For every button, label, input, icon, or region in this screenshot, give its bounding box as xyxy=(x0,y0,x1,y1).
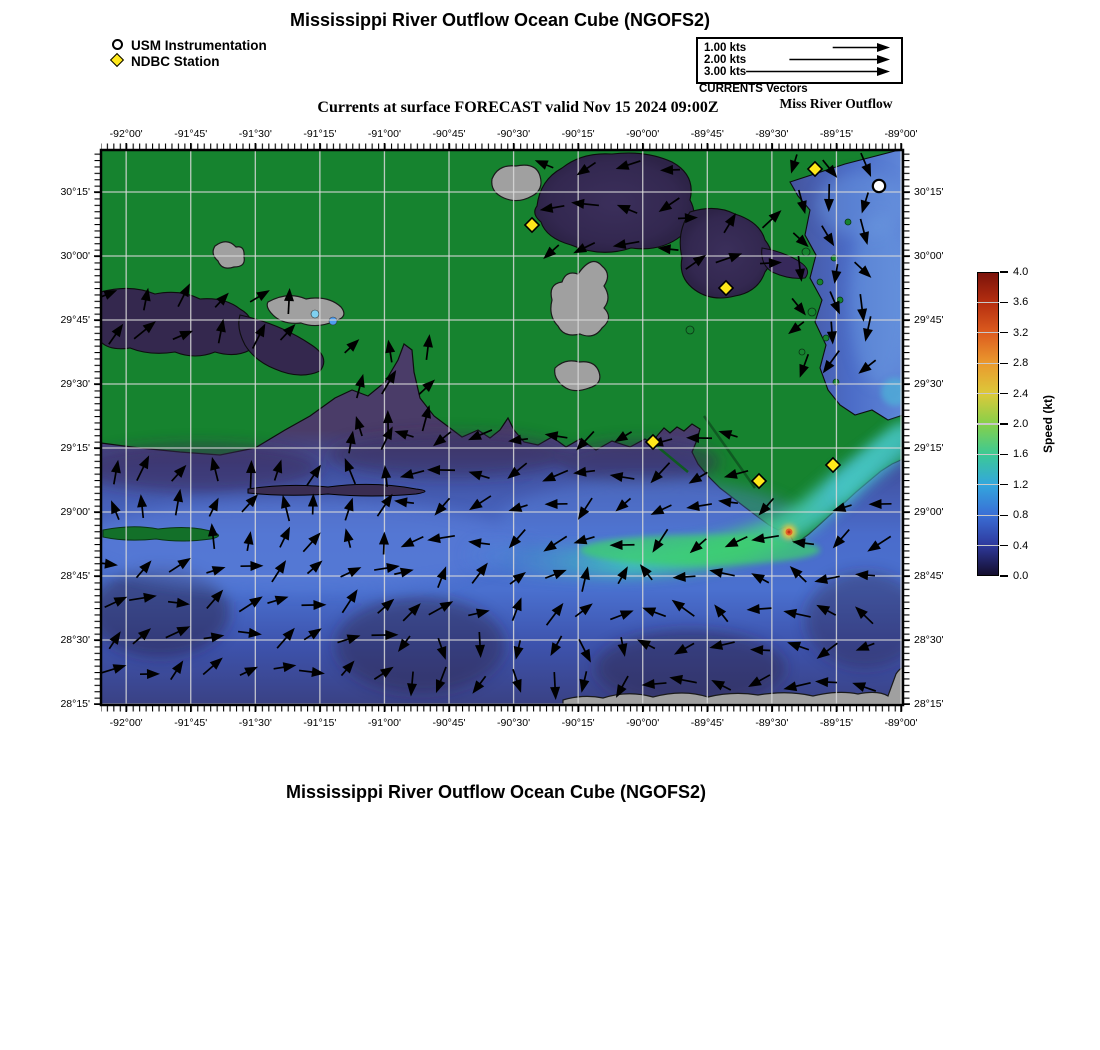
x-tick-label-top: -89°45' xyxy=(691,128,724,140)
colorbar-tick xyxy=(1000,454,1008,455)
y-tick-label-right: 29°30' xyxy=(914,378,944,390)
colorbar-tick-label: 0.0 xyxy=(1013,570,1028,582)
colorbar-tick xyxy=(1000,332,1008,333)
colorbar-tick xyxy=(1000,545,1008,546)
y-tick-label-left: 28°45' xyxy=(60,570,90,582)
islet-pond xyxy=(311,310,319,318)
x-tick-label-top: -89°00' xyxy=(884,128,917,140)
figure-page: Mississippi River Outflow Ocean Cube (NG… xyxy=(0,0,1100,1050)
y-tick-label-right: 28°45' xyxy=(914,570,944,582)
x-tick-label-top: -91°45' xyxy=(174,128,207,140)
colorbar-title: Speed (kt) xyxy=(1041,395,1055,453)
marsh-island-strip xyxy=(103,527,219,541)
colorbar-level-line xyxy=(977,332,999,333)
x-tick-label-top: -89°30' xyxy=(755,128,788,140)
x-tick-label-bottom: -91°45' xyxy=(174,717,207,729)
x-tick-label-bottom: -90°30' xyxy=(497,717,530,729)
barrier-islands xyxy=(248,484,425,496)
colorbar-level-line xyxy=(977,393,999,394)
y-tick-label-left: 29°30' xyxy=(60,378,90,390)
x-tick-label-top: -90°00' xyxy=(626,128,659,140)
colorbar-level-line xyxy=(977,545,999,546)
y-tick-label-right: 29°45' xyxy=(914,314,944,326)
y-tick-label-right: 30°15' xyxy=(914,186,944,198)
y-tick-label-left: 30°00' xyxy=(60,250,90,262)
x-tick-label-top: -92°00' xyxy=(110,128,143,140)
x-tick-label-bottom: -90°00' xyxy=(626,717,659,729)
x-tick-label-bottom: -89°30' xyxy=(755,717,788,729)
colorbar-tick-label: 2.4 xyxy=(1013,388,1028,400)
colorbar-tick-label: 1.2 xyxy=(1013,479,1028,491)
colorbar-level-line xyxy=(977,454,999,455)
colorbar-tick-label: 1.6 xyxy=(1013,448,1028,460)
colorbar-level-line xyxy=(977,423,999,424)
colorbar-tick xyxy=(1000,363,1008,364)
x-tick-label-top: -90°15' xyxy=(562,128,595,140)
x-tick-label-bottom: -92°00' xyxy=(110,717,143,729)
x-tick-label-top: -91°00' xyxy=(368,128,401,140)
x-tick-label-top: -90°30' xyxy=(497,128,530,140)
colorbar-tick xyxy=(1000,484,1008,485)
colorbar-tick xyxy=(1000,393,1008,394)
top-minor-ticks xyxy=(101,144,903,150)
x-tick-label-bottom: -91°30' xyxy=(239,717,272,729)
y-tick-label-right: 28°30' xyxy=(914,634,944,646)
colorbar-level-line xyxy=(977,484,999,485)
colorbar-tick xyxy=(1000,302,1008,303)
islet-pond-2 xyxy=(329,317,337,325)
colorbar-tick-label: 2.8 xyxy=(1013,357,1028,369)
colorbar-level-line xyxy=(977,302,999,303)
x-tick-label-bottom: -91°00' xyxy=(368,717,401,729)
y-tick-label-left: 29°00' xyxy=(60,506,90,518)
colorbar-tick-label: 2.0 xyxy=(1013,418,1028,430)
x-tick-label-bottom: -91°15' xyxy=(303,717,336,729)
right-minor-ticks xyxy=(904,150,910,705)
x-tick-label-bottom: -90°15' xyxy=(562,717,595,729)
footer-title: Mississippi River Outflow Ocean Cube (NG… xyxy=(0,782,992,803)
y-tick-label-left: 29°45' xyxy=(60,314,90,326)
current-map xyxy=(0,0,1100,1050)
colorbar-tick xyxy=(1000,423,1008,424)
colorbar-level-line xyxy=(977,363,999,364)
colorbar-tick xyxy=(1000,575,1008,576)
x-tick-label-top: -91°15' xyxy=(303,128,336,140)
x-tick-label-top: -89°15' xyxy=(820,128,853,140)
y-tick-label-right: 28°15' xyxy=(914,698,944,710)
y-tick-label-left: 30°15' xyxy=(60,186,90,198)
colorbar-tick-label: 3.2 xyxy=(1013,327,1028,339)
y-tick-label-right: 30°00' xyxy=(914,250,944,262)
x-tick-label-bottom: -89°00' xyxy=(884,717,917,729)
usm-station-marker xyxy=(873,180,885,192)
y-tick-label-left: 28°15' xyxy=(60,698,90,710)
y-tick-label-right: 29°15' xyxy=(914,442,944,454)
x-tick-label-bottom: -89°45' xyxy=(691,717,724,729)
colorbar-tick-label: 4.0 xyxy=(1013,266,1028,278)
x-tick-label-top: -90°45' xyxy=(432,128,465,140)
y-tick-label-right: 29°00' xyxy=(914,506,944,518)
colorbar-tick-label: 0.8 xyxy=(1013,509,1028,521)
x-tick-label-top: -91°30' xyxy=(239,128,272,140)
y-tick-label-left: 28°30' xyxy=(60,634,90,646)
bottom-minor-ticks xyxy=(101,706,903,712)
colorbar-tick xyxy=(1000,515,1008,516)
x-tick-label-bottom: -90°45' xyxy=(432,717,465,729)
left-minor-ticks xyxy=(95,150,101,705)
colorbar-level-line xyxy=(977,515,999,516)
x-tick-label-bottom: -89°15' xyxy=(820,717,853,729)
y-tick-label-left: 29°15' xyxy=(60,442,90,454)
colorbar-tick-label: 3.6 xyxy=(1013,296,1028,308)
colorbar-tick-label: 0.4 xyxy=(1013,540,1028,552)
colorbar-tick xyxy=(1000,271,1008,272)
